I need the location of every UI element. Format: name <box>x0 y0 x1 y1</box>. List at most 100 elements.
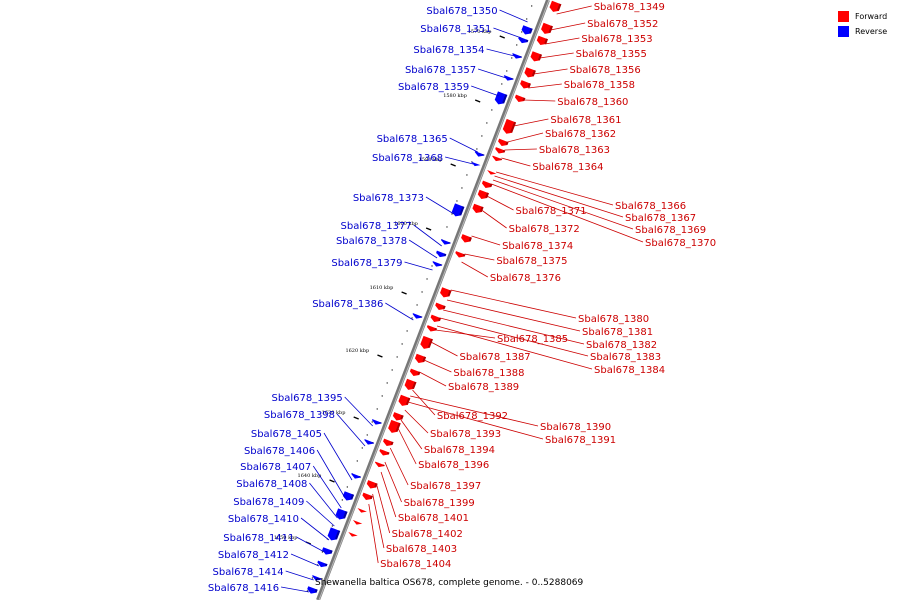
scale-dot <box>376 408 378 410</box>
forward-gene-label: Sbal678_1374 <box>502 241 573 252</box>
legend-reverse-label: Reverse <box>855 27 888 36</box>
leader-line <box>499 9 528 23</box>
forward-gene-block <box>520 80 531 89</box>
reverse-gene-block <box>436 250 447 258</box>
scale-dot <box>391 369 393 371</box>
leader-line <box>372 493 385 549</box>
forward-gene-block <box>383 438 394 447</box>
forward-gene-label: Sbal678_1383 <box>590 352 661 363</box>
reverse-gene-block <box>521 25 533 35</box>
leader-line <box>404 409 429 434</box>
forward-gene-block <box>492 155 502 162</box>
leader-line <box>481 209 507 229</box>
forward-gene-block <box>398 394 411 406</box>
leader-line <box>316 449 346 499</box>
reverse-gene-label: Sbal678_1377 <box>341 221 412 232</box>
scale-dot <box>521 31 523 33</box>
leader-line <box>556 5 592 15</box>
leader-line <box>445 156 474 165</box>
forward-gene-label: Sbal678_1396 <box>418 460 489 471</box>
forward-gene-label: Sbal678_1355 <box>576 49 647 60</box>
reverse-gene-block <box>494 91 508 105</box>
leader-line <box>492 179 634 230</box>
forward-gene-block <box>379 449 390 456</box>
leader-line <box>380 471 397 518</box>
reverse-gene-block <box>440 239 451 245</box>
forward-gene-label: Sbal678_1376 <box>490 273 561 284</box>
reverse-gene-block <box>518 36 529 44</box>
kbp-tick-mark <box>450 163 456 167</box>
reverse-gene-block <box>451 203 465 217</box>
kbp-tick-label: 1620 kbp <box>345 348 369 354</box>
forward-gene-label: Sbal678_1389 <box>448 382 519 393</box>
leader-line <box>464 253 495 261</box>
forward-gene-block <box>487 170 497 175</box>
scale-dot <box>321 551 324 553</box>
kbp-tick-mark <box>425 227 432 231</box>
forward-gene-label: Sbal678_1387 <box>460 352 531 363</box>
reverse-gene-label: Sbal678_1386 <box>312 299 383 310</box>
kbp-tick-mark <box>329 479 335 483</box>
forward-gene-label: Sbal678_1369 <box>635 225 706 236</box>
leader-line <box>425 196 455 215</box>
leader-line <box>408 239 438 259</box>
forward-gene-label: Sbal678_1402 <box>392 529 463 540</box>
reverse-gene-block <box>342 491 355 501</box>
kbp-tick-mark <box>401 291 407 295</box>
forward-gene-label: Sbal678_1353 <box>581 34 652 45</box>
forward-gene-label: Sbal678_1360 <box>557 97 628 108</box>
forward-gene-block <box>404 378 417 390</box>
scale-dot <box>446 226 448 228</box>
scale-dot <box>466 174 468 176</box>
leader-line <box>501 157 531 167</box>
scale-dot <box>491 109 493 111</box>
forward-gene-block <box>495 147 506 154</box>
kbp-tick-mark <box>353 416 359 420</box>
label-leader-lines <box>280 5 644 593</box>
forward-gene-label: Sbal678_1401 <box>398 513 469 524</box>
leader-line <box>344 396 373 427</box>
forward-gene-label: Sbal678_1349 <box>594 2 665 13</box>
leader-line <box>545 37 580 45</box>
reverse-gene-block <box>412 313 423 319</box>
kbp-ticks: 1570 kbp 1580 kbp 1590 kbp 1600 kbp 1610 kbp… <box>274 5 533 592</box>
forward-gene-block <box>461 234 472 243</box>
backbone-highlight <box>318 0 550 600</box>
scale-dot <box>501 83 503 85</box>
leader-line <box>389 447 409 486</box>
leader-line <box>384 461 402 503</box>
forward-gene-block <box>352 520 363 525</box>
leader-line <box>385 302 414 321</box>
forward-gene-block <box>440 287 452 298</box>
forward-gene-block <box>357 508 367 513</box>
forward-gene-label: Sbal678_1385 <box>497 334 568 345</box>
kbp-tick-label: 1630 kbp <box>322 410 346 416</box>
forward-gene-block <box>455 251 466 258</box>
forward-gene-label: Sbal678_1382 <box>586 340 657 351</box>
scale-dot <box>346 486 349 488</box>
leader-line <box>410 395 539 427</box>
reverse-gene-label: Sbal678_1409 <box>233 497 304 508</box>
forward-gene-block <box>530 51 542 62</box>
reverse-gene-block <box>307 586 318 594</box>
scale-dot <box>381 395 383 397</box>
leader-line <box>404 261 433 271</box>
leader-line <box>435 329 496 339</box>
reverse-gene-label: Sbal678_1398 <box>264 410 335 421</box>
scale-dot <box>486 122 488 124</box>
reverse-gene-label: Sbal678_1416 <box>208 583 279 594</box>
leader-line <box>312 465 342 509</box>
leader-line <box>440 317 589 357</box>
forward-gene-label: Sbal678_1356 <box>570 65 641 76</box>
leader-line <box>368 503 379 564</box>
forward-gene-label: Sbal678_1364 <box>532 162 603 173</box>
leader-line <box>471 235 501 246</box>
reverse-gene-block <box>335 508 348 520</box>
reverse-gene-label: Sbal678_1408 <box>236 479 307 490</box>
forward-gene-block <box>374 461 385 468</box>
forward-gene-label: Sbal678_1381 <box>582 327 653 338</box>
reverse-gene-block <box>312 575 322 581</box>
leader-line <box>550 22 586 31</box>
scale-dot <box>516 44 518 46</box>
forward-gene-block <box>435 302 446 311</box>
